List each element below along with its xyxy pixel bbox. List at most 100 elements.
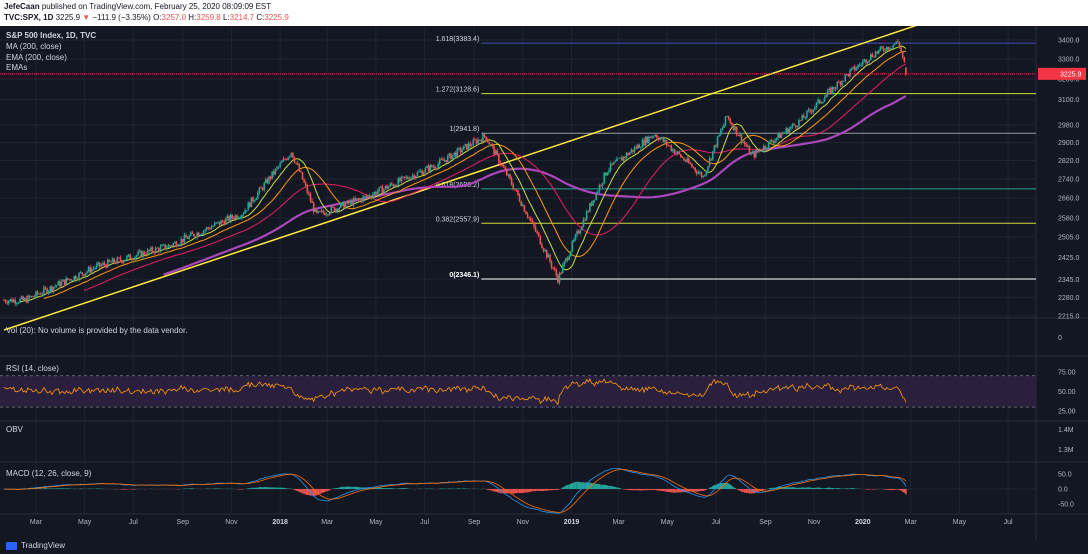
candle-body: [745, 144, 748, 147]
macd-histogram-bar: [343, 486, 345, 489]
candle-body: [521, 205, 524, 206]
macd-histogram-bar: [284, 487, 286, 489]
candle-body: [646, 136, 649, 143]
candle-body: [620, 157, 623, 161]
candle-body: [181, 238, 184, 243]
macd-histogram-bar: [579, 482, 582, 489]
macd-legend[interactable]: MACD (12, 26, close, 9): [6, 469, 92, 478]
macd-histogram-bar: [553, 489, 556, 490]
rsi-legend[interactable]: RSI (14, close): [6, 364, 59, 373]
macd-histogram-bar: [38, 488, 40, 489]
candle-body: [718, 134, 720, 137]
candle-body: [688, 158, 690, 163]
candle-body: [785, 128, 787, 133]
candle-body: [268, 176, 270, 184]
macd-histogram-bar: [282, 487, 285, 489]
candle-body: [743, 141, 746, 145]
candle-body: [801, 115, 803, 121]
candle-body: [627, 153, 629, 156]
candle-body: [747, 146, 749, 147]
candle-body: [145, 254, 147, 256]
macd-histogram-bar: [39, 488, 42, 489]
candle-body: [839, 81, 842, 86]
candle-body: [330, 206, 333, 214]
x-tick-label: Sep: [759, 519, 772, 526]
ma-legend[interactable]: MA (200, close): [6, 42, 62, 51]
candle-body: [423, 172, 425, 175]
candle-body: [493, 146, 495, 155]
candle-body: [36, 291, 39, 295]
candle-body: [156, 247, 159, 249]
candle-body: [335, 208, 337, 212]
macd-histogram-bar: [253, 487, 256, 489]
candle-body: [482, 134, 484, 142]
macd-histogram-bar: [747, 489, 749, 493]
candle-body: [274, 168, 277, 175]
macd-histogram-bar: [293, 489, 296, 490]
candle-body: [60, 281, 63, 287]
macd-histogram-bar: [815, 487, 818, 489]
macd-histogram-bar: [581, 482, 583, 489]
candle-body: [183, 235, 186, 243]
candle-body: [121, 260, 123, 263]
candle-body: [862, 61, 864, 65]
candle-body: [239, 217, 242, 219]
candle-body: [225, 218, 227, 225]
candle-body: [494, 150, 497, 155]
candle-body: [683, 157, 685, 161]
macd-histogram-bar: [718, 483, 720, 489]
macd-histogram-bar: [676, 489, 679, 493]
macd-histogram-bar: [593, 483, 596, 489]
candle-body: [810, 111, 813, 113]
candle-body: [153, 251, 155, 254]
candle-body: [900, 46, 902, 52]
ema-20-line: [19, 45, 907, 303]
macd-histogram-bar: [55, 488, 58, 489]
candle-body: [33, 296, 36, 298]
macd-histogram-bar: [801, 487, 803, 489]
candle-body: [670, 145, 673, 151]
macd-histogram-bar: [605, 485, 607, 489]
macd-histogram-bar: [547, 489, 550, 491]
candle-body: [343, 201, 345, 209]
macd-histogram-bar: [537, 489, 540, 491]
macd-histogram-bar: [531, 489, 534, 492]
emas-legend[interactable]: EMAs: [6, 63, 28, 72]
candle-body: [63, 279, 66, 285]
candle-body: [399, 178, 401, 182]
candle-body: [581, 226, 583, 231]
author-name[interactable]: JefeCaan: [4, 2, 40, 11]
candle-body: [148, 249, 151, 251]
candle-body: [450, 153, 452, 160]
candle-body: [363, 195, 366, 197]
candle-body: [276, 167, 278, 169]
x-tick-label: Mar: [905, 519, 918, 526]
candle-body: [431, 165, 433, 168]
candle-body: [672, 149, 674, 151]
candle-body: [137, 251, 139, 256]
candle-body: [518, 195, 521, 202]
x-tick-label: Sep: [468, 519, 481, 526]
macd-histogram-bar: [502, 489, 505, 494]
obv-legend[interactable]: OBV: [6, 425, 23, 434]
candle-body: [158, 248, 160, 252]
macd-histogram-bar: [893, 489, 896, 490]
candle-body: [354, 198, 356, 200]
macd-histogram-bar: [65, 488, 68, 489]
candle-body: [649, 136, 652, 139]
candle-body: [737, 134, 740, 136]
fib-level-label: 0.618(2698.2): [436, 182, 480, 189]
chart-canvas[interactable]: Mar May Jul Sep Nov 2018 Mar May Jul Sep Nov 2019 Ma…: [0, 26, 1088, 554]
candle-body: [387, 186, 390, 189]
ema-legend[interactable]: EMA (200, close): [6, 53, 67, 62]
candle-body: [826, 90, 829, 95]
macd-histogram-bar: [885, 489, 888, 490]
candle-body: [285, 159, 288, 161]
candle-body: [188, 235, 190, 239]
macd-histogram-bar: [298, 489, 301, 492]
macd-histogram-bar: [761, 489, 764, 491]
tradingview-logo[interactable]: TradingView: [6, 541, 65, 550]
x-tick-label: Nov: [808, 519, 821, 526]
macd-histogram-bar: [60, 488, 63, 489]
macd-histogram-bar: [695, 489, 698, 492]
